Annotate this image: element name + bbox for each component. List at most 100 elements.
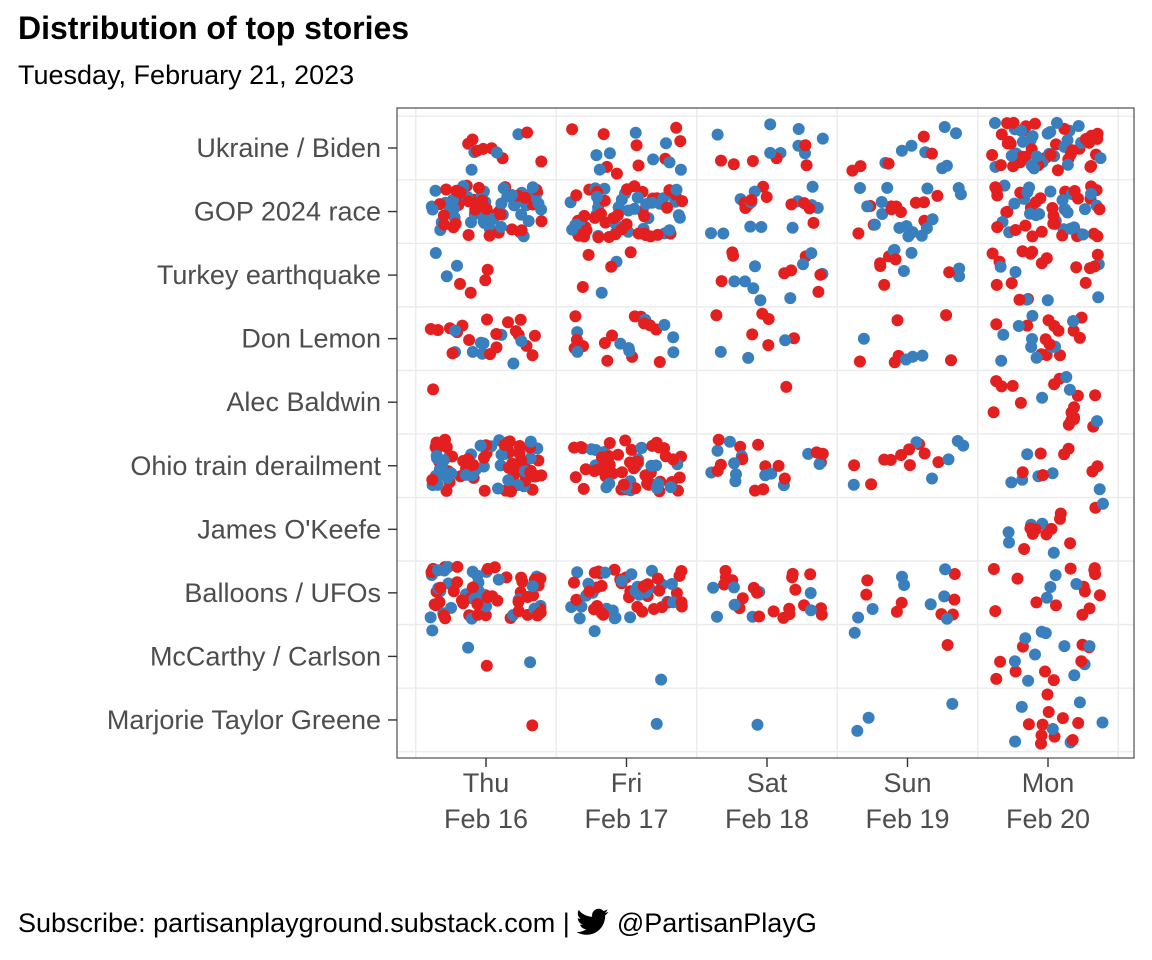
- data-point-red: [719, 571, 732, 584]
- data-point-blue: [588, 625, 601, 638]
- data-point-blue: [591, 190, 603, 203]
- x-tick-label-date: Feb 16: [444, 804, 528, 834]
- data-point-blue: [1040, 591, 1053, 604]
- data-point-blue: [728, 581, 740, 594]
- data-point-blue: [670, 183, 683, 196]
- data-point-blue: [495, 220, 507, 233]
- data-point-red: [597, 128, 610, 141]
- data-point-red: [1036, 469, 1049, 482]
- data-point-blue: [573, 612, 586, 625]
- data-point-blue: [459, 468, 472, 481]
- data-point-red: [1000, 206, 1013, 219]
- data-point-red: [476, 194, 489, 207]
- data-point-blue: [915, 229, 928, 242]
- data-point-red: [798, 197, 811, 210]
- data-point-red: [736, 592, 749, 605]
- data-point-blue: [524, 435, 537, 448]
- data-point-red: [481, 263, 494, 276]
- data-point-blue: [1085, 187, 1098, 200]
- data-point-blue: [1051, 116, 1063, 129]
- data-point-blue: [1094, 152, 1107, 165]
- data-point-blue: [667, 346, 680, 359]
- data-point-red: [1022, 718, 1035, 731]
- data-point-red: [471, 598, 484, 610]
- data-point-red: [478, 484, 491, 497]
- data-point-red: [472, 181, 485, 194]
- data-point-red: [814, 268, 827, 281]
- data-point-red: [990, 278, 1003, 291]
- data-point-red: [440, 441, 453, 454]
- data-point-blue: [426, 203, 439, 216]
- data-point-red: [446, 347, 459, 360]
- data-point-red: [990, 672, 1003, 685]
- data-point-red: [427, 383, 440, 396]
- data-point-red: [1006, 379, 1019, 392]
- data-point-red: [987, 563, 1000, 575]
- data-point-red: [470, 144, 483, 157]
- subscribe-text: Subscribe: partisanplayground.substack.c…: [18, 908, 570, 938]
- data-point-red: [521, 591, 534, 603]
- data-point-red: [815, 602, 827, 615]
- data-point-red: [1042, 706, 1055, 718]
- data-point-red: [852, 227, 865, 240]
- data-point-blue: [628, 202, 641, 215]
- data-point-blue: [571, 566, 584, 579]
- data-point-red: [486, 590, 499, 603]
- data-point-blue: [875, 196, 888, 208]
- data-point-blue: [747, 282, 760, 295]
- data-point-blue: [1036, 391, 1049, 404]
- data-point-blue: [495, 197, 508, 210]
- data-point-red: [535, 155, 548, 168]
- data-point-red: [994, 655, 1007, 668]
- data-point-red: [726, 246, 739, 259]
- data-point-red: [1047, 209, 1060, 222]
- data-point-red: [1013, 293, 1026, 306]
- data-point-blue: [1063, 383, 1076, 396]
- data-point-red: [890, 200, 903, 213]
- chart-subtitle: Tuesday, February 21, 2023: [18, 60, 355, 90]
- data-point-red: [1083, 602, 1096, 615]
- data-point-red: [592, 231, 605, 244]
- data-point-blue: [447, 202, 460, 215]
- data-point-red: [638, 210, 651, 223]
- data-point-blue: [571, 345, 584, 358]
- data-point-red: [1054, 512, 1066, 525]
- data-point-blue: [585, 443, 598, 456]
- data-point-red: [646, 439, 659, 452]
- data-point-blue: [910, 436, 923, 449]
- data-point-blue: [429, 184, 442, 197]
- data-point-blue: [1044, 126, 1057, 138]
- y-tick-label: James O'Keefe: [197, 514, 381, 544]
- data-point-red: [746, 328, 759, 341]
- y-tick-label: GOP 2024 race: [194, 197, 381, 227]
- data-point-blue: [905, 139, 918, 152]
- data-point-red: [882, 157, 895, 170]
- data-point-blue: [1083, 640, 1096, 653]
- data-point-red: [577, 482, 590, 495]
- data-point-red: [519, 191, 532, 204]
- data-point-blue: [595, 286, 608, 299]
- data-point-blue: [764, 146, 777, 159]
- twitter-handle: @PartisanPlayG: [616, 908, 817, 938]
- data-point-blue: [813, 458, 826, 470]
- data-point-blue: [1002, 526, 1015, 539]
- data-point-red: [1045, 522, 1058, 535]
- data-point-blue: [816, 132, 829, 145]
- data-point-red: [601, 354, 614, 367]
- data-point-blue: [942, 453, 955, 466]
- data-point-red: [437, 609, 450, 622]
- data-point-red: [469, 203, 482, 216]
- data-point-red: [1091, 127, 1104, 140]
- data-point-red: [1016, 466, 1029, 479]
- data-point-red: [1001, 117, 1014, 130]
- data-point-blue: [1028, 162, 1040, 175]
- data-point-red: [643, 319, 656, 332]
- data-point-blue: [1077, 228, 1090, 241]
- data-point-red: [514, 313, 527, 326]
- data-point-blue: [723, 435, 736, 448]
- data-point-red: [1034, 447, 1047, 460]
- data-point-red: [1039, 665, 1051, 678]
- data-point-blue: [868, 218, 881, 231]
- data-point-blue: [1092, 291, 1105, 304]
- data-point-red: [582, 248, 595, 261]
